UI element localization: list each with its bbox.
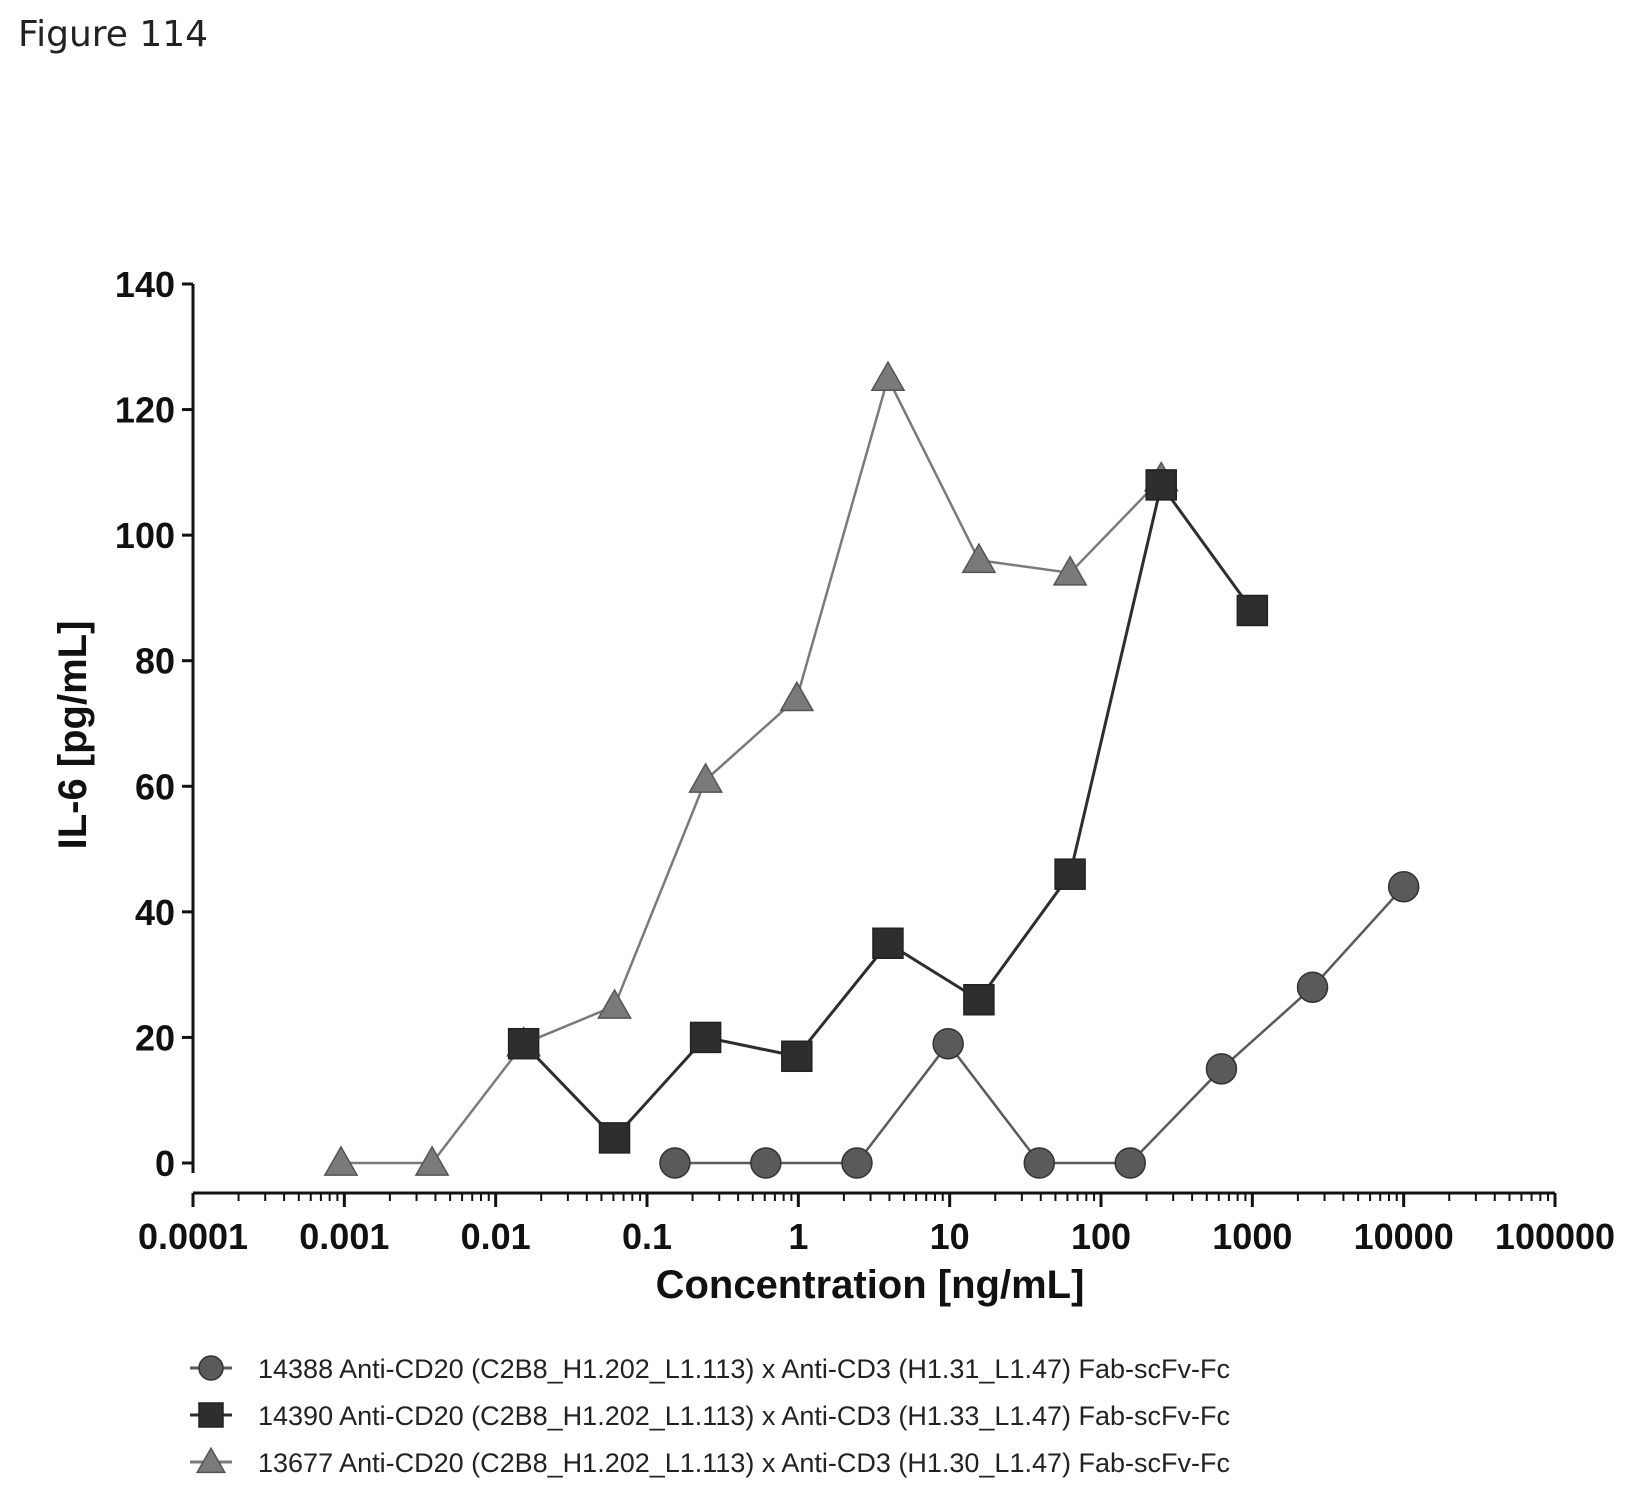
data-point bbox=[197, 1448, 225, 1472]
chart-legend: 14388 Anti-CD20 (C2B8_H1.202_L1.113) x A… bbox=[190, 1354, 1230, 1478]
x-tick-label: 0.1 bbox=[622, 1216, 672, 1257]
legend-entry: 13677 Anti-CD20 (C2B8_H1.202_L1.113) x A… bbox=[190, 1448, 1230, 1478]
series-layer bbox=[325, 362, 1419, 1178]
data-point bbox=[842, 1148, 872, 1178]
y-tick-label: 140 bbox=[115, 264, 175, 305]
x-tick-label: 100 bbox=[1071, 1216, 1131, 1257]
data-point bbox=[964, 985, 994, 1015]
data-point bbox=[1389, 872, 1419, 902]
data-point bbox=[963, 544, 995, 572]
x-tick-label: 10000 bbox=[1354, 1216, 1454, 1257]
series-line bbox=[675, 887, 1404, 1163]
x-axis-ticks: 0.0001 0.001 0.01 0.1 1 10 100 1000 10000 100000 bbox=[138, 1193, 1615, 1257]
data-point bbox=[325, 1147, 357, 1175]
data-point bbox=[199, 1356, 223, 1380]
data-point bbox=[600, 1123, 630, 1153]
y-axis-ticks: 0 20 40 60 80 100 120 140 bbox=[115, 264, 193, 1184]
data-point bbox=[873, 928, 903, 958]
data-point bbox=[1206, 1054, 1236, 1084]
x-tick-label: 10 bbox=[930, 1216, 970, 1257]
legend-entry: 14390 Anti-CD20 (C2B8_H1.202_L1.113) x A… bbox=[190, 1401, 1230, 1431]
series-line bbox=[341, 378, 1161, 1163]
y-tick-label: 40 bbox=[135, 892, 175, 933]
data-point bbox=[781, 682, 813, 710]
x-tick-label: 1 bbox=[788, 1216, 808, 1257]
y-tick-label: 20 bbox=[135, 1017, 175, 1058]
chart-axes bbox=[193, 284, 1555, 1193]
data-point bbox=[782, 1041, 812, 1071]
y-tick-label: 0 bbox=[155, 1143, 175, 1184]
x-tick-label: 1000 bbox=[1212, 1216, 1292, 1257]
series-square bbox=[509, 470, 1268, 1153]
series-triangle bbox=[325, 362, 1177, 1175]
data-point bbox=[690, 764, 722, 792]
legend-label: 13677 Anti-CD20 (C2B8_H1.202_L1.113) x A… bbox=[258, 1448, 1230, 1478]
data-point bbox=[1298, 972, 1328, 1002]
legend-entry: 14388 Anti-CD20 (C2B8_H1.202_L1.113) x A… bbox=[190, 1354, 1230, 1384]
y-tick-label: 120 bbox=[115, 390, 175, 431]
data-point bbox=[199, 1403, 223, 1427]
data-point bbox=[933, 1029, 963, 1059]
data-point bbox=[1146, 470, 1176, 500]
x-tick-label: 0.0001 bbox=[138, 1216, 248, 1257]
y-tick-label: 100 bbox=[115, 515, 175, 556]
y-axis-title: IL-6 [pg/mL] bbox=[51, 621, 95, 850]
series-line bbox=[524, 485, 1253, 1138]
data-point bbox=[1024, 1148, 1054, 1178]
data-point bbox=[416, 1147, 448, 1175]
data-point bbox=[509, 1029, 539, 1059]
x-tick-label: 0.01 bbox=[461, 1216, 531, 1257]
data-point bbox=[751, 1148, 781, 1178]
legend-label: 14390 Anti-CD20 (C2B8_H1.202_L1.113) x A… bbox=[258, 1401, 1230, 1431]
data-point bbox=[598, 990, 630, 1018]
y-tick-label: 80 bbox=[135, 641, 175, 682]
x-tick-label: 100000 bbox=[1495, 1216, 1615, 1257]
data-point bbox=[872, 362, 904, 390]
legend-label: 14388 Anti-CD20 (C2B8_H1.202_L1.113) x A… bbox=[258, 1354, 1230, 1384]
x-tick-label: 0.001 bbox=[299, 1216, 389, 1257]
data-point bbox=[1055, 859, 1085, 889]
data-point bbox=[691, 1022, 721, 1052]
data-point bbox=[1237, 595, 1267, 625]
data-point bbox=[660, 1148, 690, 1178]
data-point bbox=[1115, 1148, 1145, 1178]
x-axis-title: Concentration [ng/mL] bbox=[656, 1263, 1085, 1307]
y-tick-label: 60 bbox=[135, 766, 175, 807]
